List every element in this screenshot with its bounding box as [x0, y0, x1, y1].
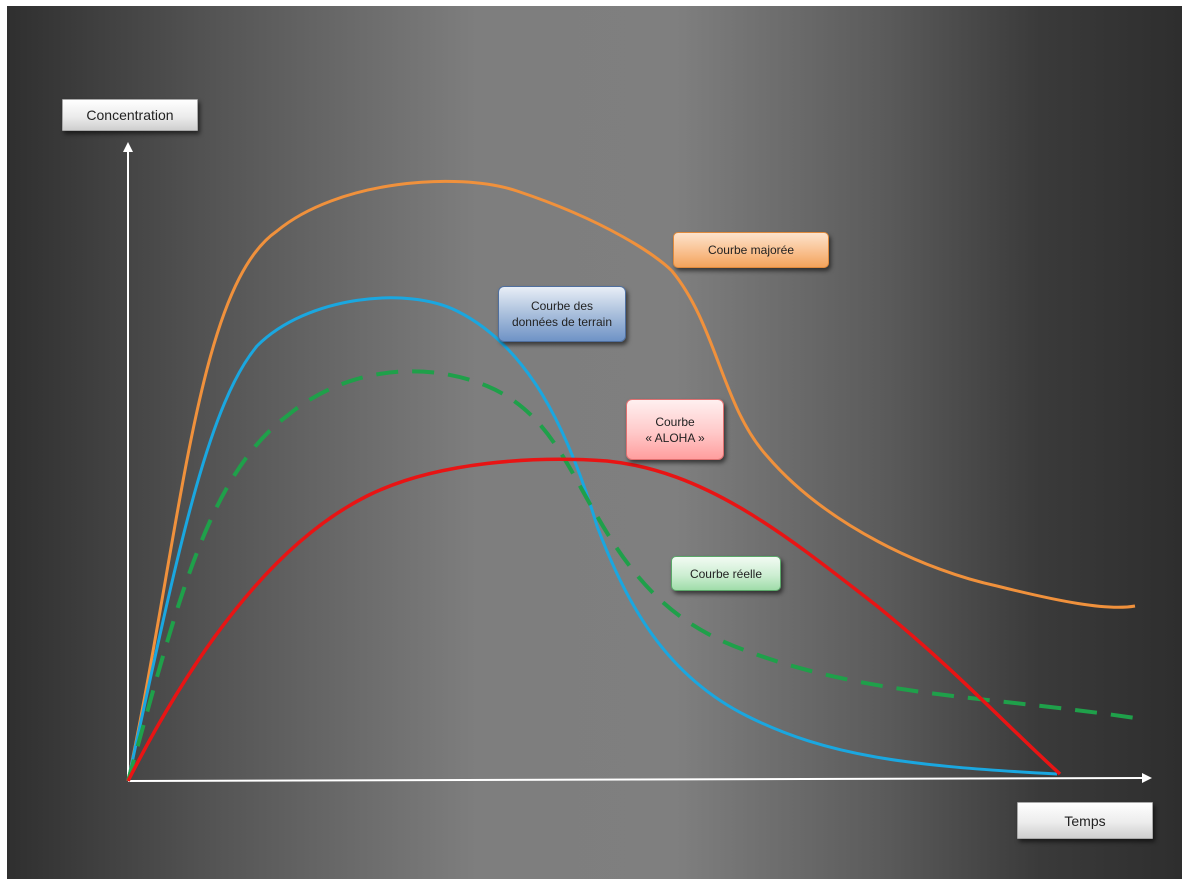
label-courbe-donnees-terrain: Courbe des données de terrain [498, 286, 626, 342]
label-courbe-majoree: Courbe majorée [673, 232, 829, 268]
x-axis-label: Temps [1017, 802, 1153, 839]
label-courbe-aloha: Courbe « ALOHA » [626, 399, 724, 460]
curve-aloha [126, 457, 1062, 782]
curve-majoree [126, 179, 1136, 782]
x-axis-line [127, 773, 1152, 784]
label-courbe-reelle: Courbe réelle [671, 556, 781, 591]
diagram-canvas: Concentration Temps Courbe majorée Courb… [7, 6, 1182, 879]
curve-reelle [126, 369, 1136, 782]
curve-terrain [126, 296, 1058, 782]
concentration-time-diagram [123, 142, 1152, 784]
y-axis-label: Concentration [62, 99, 198, 131]
